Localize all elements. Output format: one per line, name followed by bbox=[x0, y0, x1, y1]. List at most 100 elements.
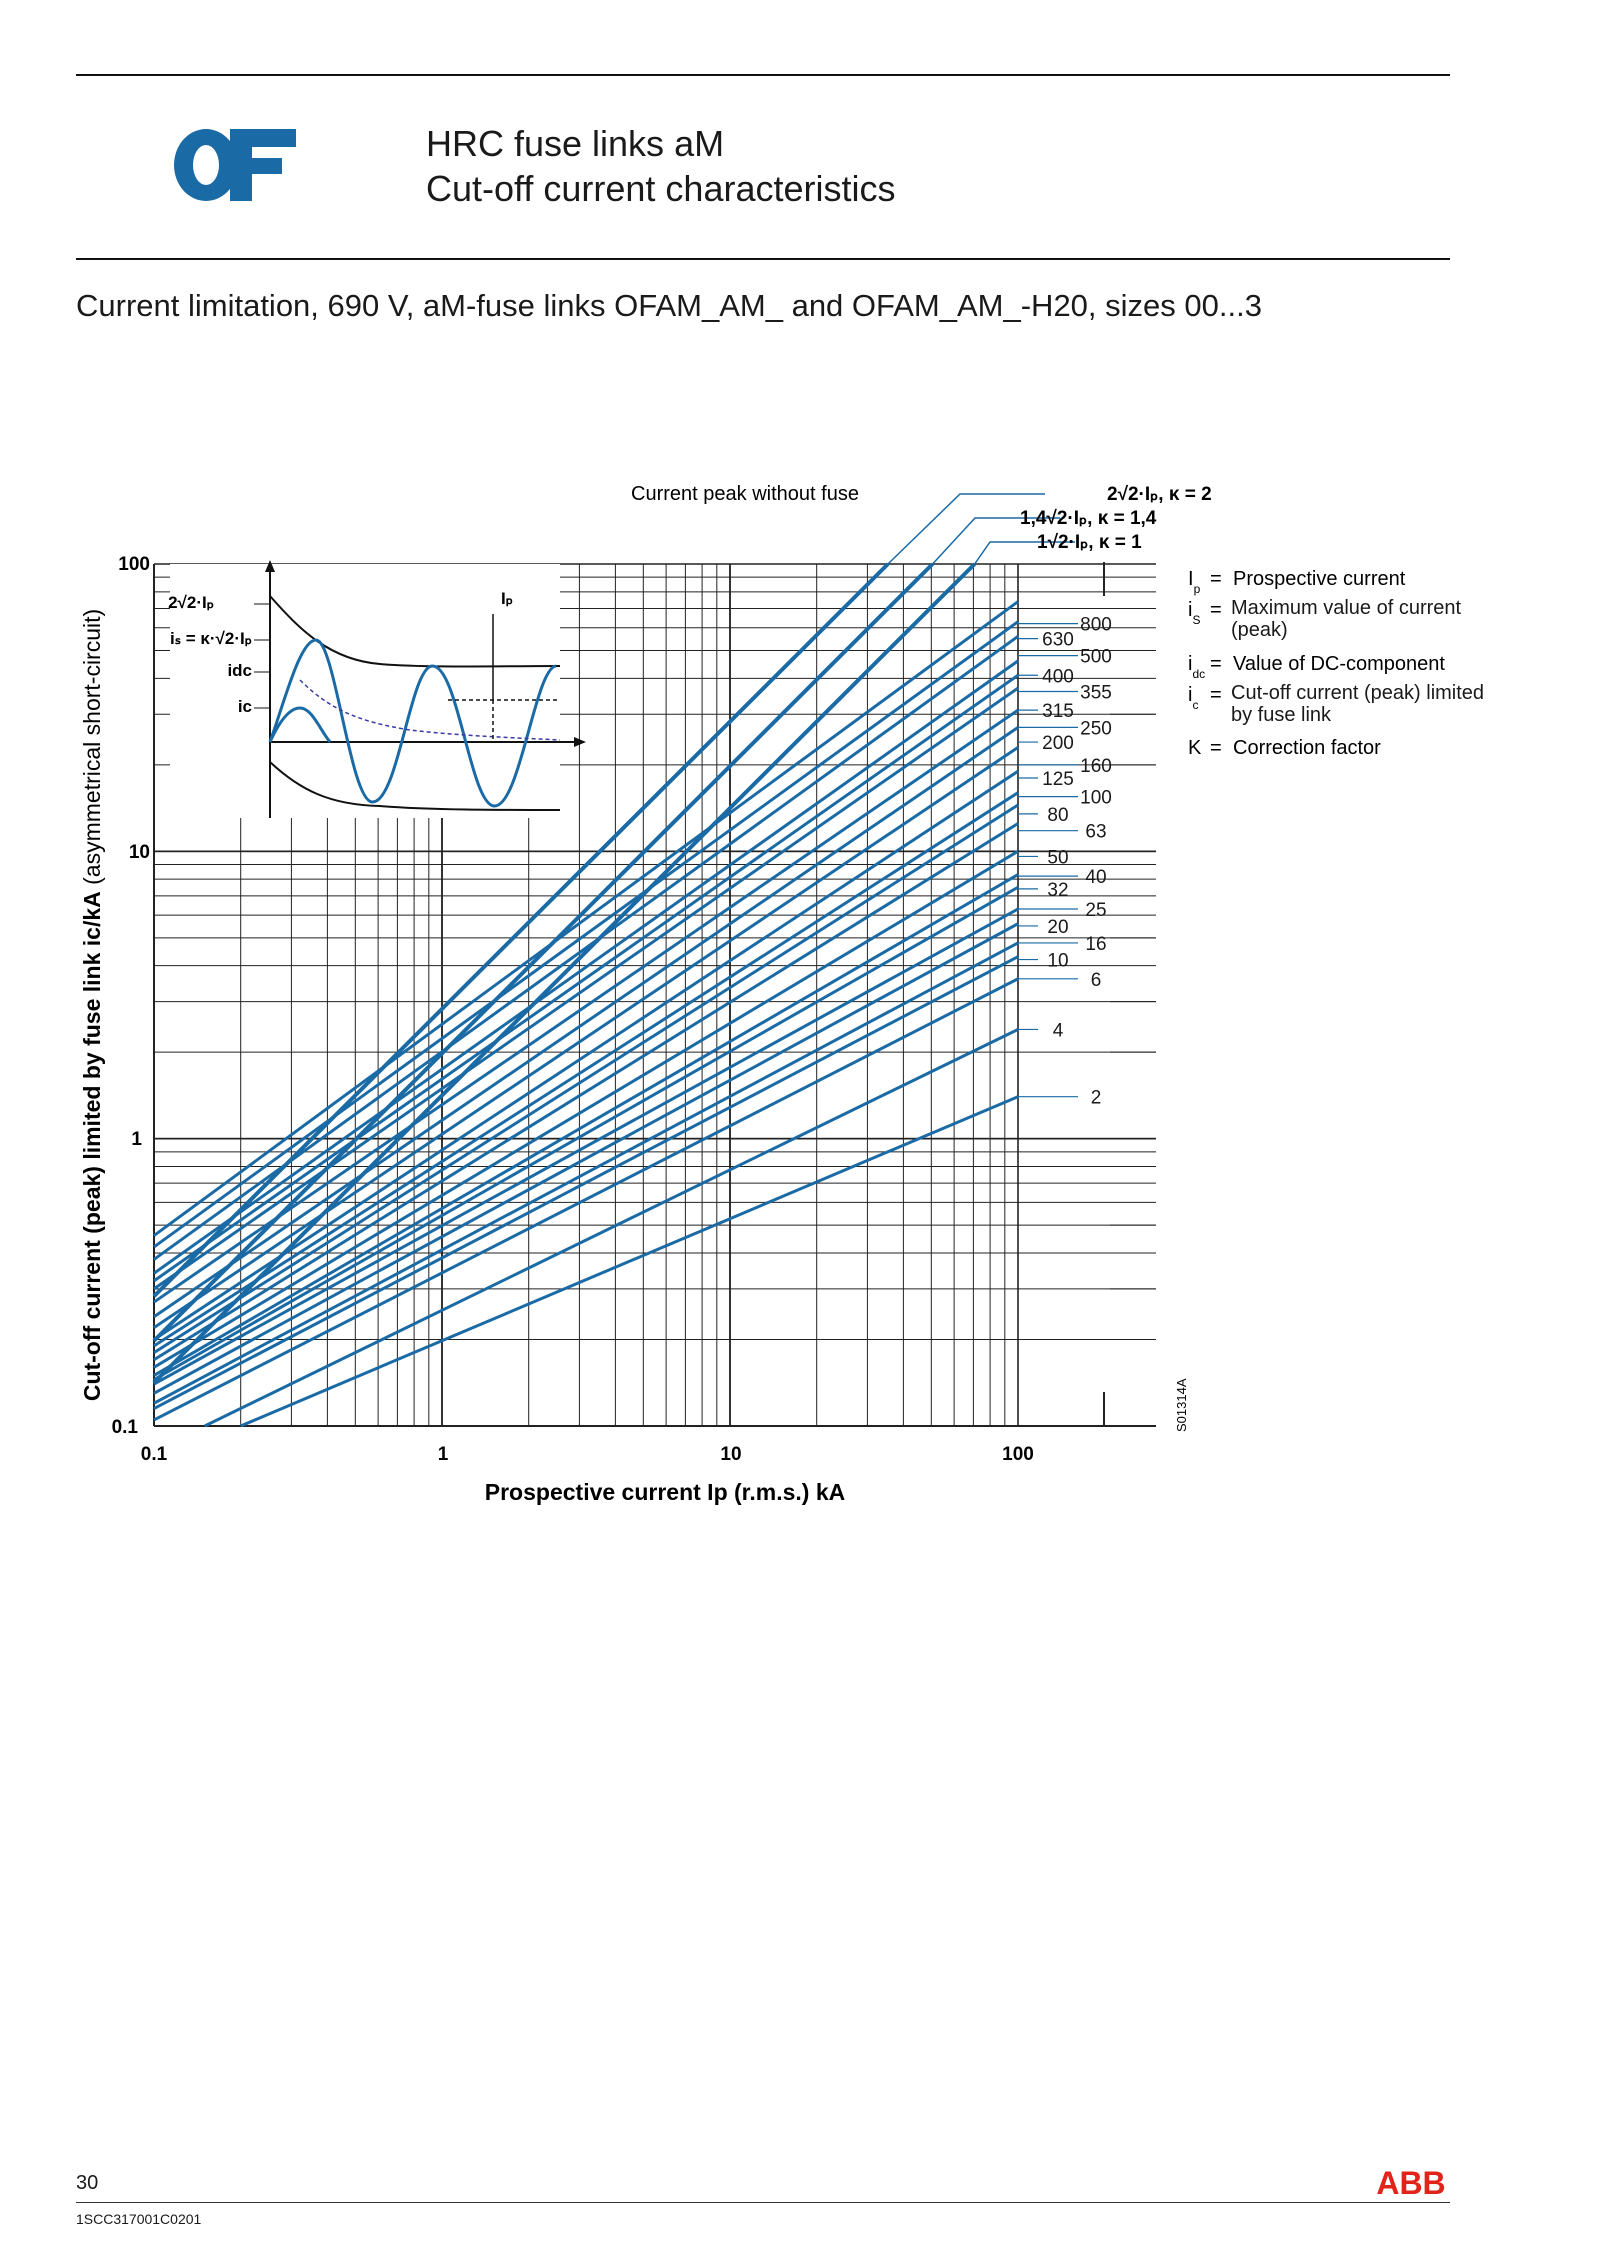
legend-text-ic: Cut-off current (peak) limited by fuse l… bbox=[1231, 682, 1485, 726]
svg-text:=: = bbox=[1210, 568, 1222, 590]
y-axis-label-normal: (asymmetrical short-circuit) bbox=[79, 609, 105, 885]
series-label-63: 63 bbox=[1085, 822, 1106, 843]
page-number: 30 bbox=[76, 2172, 99, 2194]
series-line-400 bbox=[153, 659, 1019, 1275]
inset-cutoff-wave bbox=[268, 706, 332, 743]
svg-text:=: = bbox=[1210, 653, 1222, 675]
series-line-40 bbox=[153, 873, 1019, 1377]
chart-legend: Ip = Prospective current iS = Maximum va… bbox=[1188, 568, 1485, 759]
x-tick-0.1: 0.1 bbox=[141, 1444, 168, 1465]
of-logo bbox=[174, 129, 296, 201]
y-axis-label-bold: Cut-off current (peak) limited by fuse l… bbox=[79, 891, 105, 1401]
series-label-160: 160 bbox=[1080, 756, 1112, 777]
section-subtitle: Current limitation, 690 V, aM-fuse links… bbox=[76, 288, 1262, 323]
series-label-32: 32 bbox=[1047, 880, 1068, 901]
header-top-rule bbox=[76, 74, 1450, 76]
series-line-50 bbox=[153, 850, 1019, 1369]
series-label-355: 355 bbox=[1080, 682, 1112, 703]
inset-label-idc: idc bbox=[227, 661, 252, 680]
header-bottom-rule bbox=[76, 258, 1450, 260]
footer-rule bbox=[76, 2202, 1450, 2203]
series-label-800: 800 bbox=[1080, 615, 1112, 636]
series-line-355 bbox=[153, 674, 1019, 1283]
svg-text:Correction factor: Correction factor bbox=[1233, 737, 1381, 759]
series-line-500 bbox=[153, 635, 1019, 1261]
chart-series bbox=[153, 600, 1019, 1428]
y-axis-label: Cut-off current (peak) limited by fuse l… bbox=[79, 609, 105, 1401]
inset-lower-envelope bbox=[269, 761, 561, 811]
series-line-160 bbox=[153, 746, 1019, 1329]
legend-text-is: Maximum value of current (peak) bbox=[1231, 597, 1462, 641]
peak-label-k14: 1,4√2·Iₚ, κ = 1,4 bbox=[1020, 508, 1157, 529]
series-line-16 bbox=[153, 941, 1019, 1405]
series-label-250: 250 bbox=[1080, 718, 1112, 739]
peak-label-k2: 2√2·Iₚ, κ = 2 bbox=[1107, 484, 1212, 505]
svg-text:Prospective current: Prospective current bbox=[1233, 568, 1406, 590]
series-label-10: 10 bbox=[1047, 951, 1068, 972]
series-line-10 bbox=[153, 955, 1019, 1410]
cut-off-current-chart: 8006305004003553152502001601251008063504… bbox=[79, 483, 1485, 1505]
page-title-line1: HRC fuse links aM bbox=[426, 123, 725, 164]
inset-label-ip: Iₚ bbox=[501, 589, 513, 608]
chart-peak-lines bbox=[152, 493, 1075, 1385]
legend-item-idc: idc = Value of DC-component bbox=[1188, 653, 1445, 681]
inset-label-is: iₛ = κ·√2·Iₚ bbox=[170, 629, 252, 648]
x-axis-label: Prospective current Ip (r.m.s.) kA bbox=[485, 1479, 845, 1505]
inset-current-wave bbox=[268, 638, 557, 808]
series-line-32 bbox=[153, 885, 1019, 1381]
series-label-6: 6 bbox=[1091, 970, 1102, 991]
series-label-25: 25 bbox=[1085, 900, 1106, 921]
y-tick-100: 100 bbox=[118, 554, 150, 575]
svg-text:iS: iS bbox=[1188, 599, 1200, 627]
inset-label-ic: ic bbox=[238, 697, 252, 716]
svg-text:idc: idc bbox=[1188, 653, 1205, 681]
legend-item-ic: ic = Cut-off current (peak) limited by f… bbox=[1188, 682, 1485, 726]
svg-text:=: = bbox=[1210, 599, 1222, 621]
series-label-400: 400 bbox=[1042, 666, 1074, 687]
legend-item-is: iS = Maximum value of current (peak) bbox=[1188, 597, 1462, 641]
peak-label-k1: 1√2·Iₚ, κ = 1 bbox=[1037, 532, 1142, 553]
inset-upper-envelope bbox=[269, 595, 561, 668]
series-line-63 bbox=[153, 822, 1019, 1362]
series-label-200: 200 bbox=[1042, 733, 1074, 754]
x-tick-10: 10 bbox=[720, 1444, 741, 1465]
series-line-2 bbox=[240, 1095, 1019, 1428]
svg-text:=: = bbox=[1210, 684, 1222, 706]
document-id: 1SCC317001C0201 bbox=[76, 2211, 202, 2227]
series-line-125 bbox=[153, 769, 1019, 1341]
y-tick-0.1: 0.1 bbox=[112, 1417, 139, 1438]
legend-item-k: K = Correction factor bbox=[1188, 737, 1381, 759]
series-line-20 bbox=[153, 922, 1019, 1395]
series-line-4 bbox=[204, 1028, 1019, 1428]
svg-text:ABB: ABB bbox=[1376, 2166, 1445, 2198]
series-line-200 bbox=[153, 726, 1019, 1318]
svg-text:Value of DC-component: Value of DC-component bbox=[1233, 653, 1445, 675]
peak-leader-1 bbox=[932, 517, 1060, 565]
svg-text:S01314A: S01314A bbox=[1174, 1378, 1189, 1432]
series-label-315: 315 bbox=[1042, 701, 1074, 722]
annotation-current-peak: Current peak without fuse bbox=[631, 483, 859, 505]
peak-leader-0 bbox=[887, 493, 1045, 565]
chart-series-labels: 800 630 500 400 355 315 250 200 160 125 100 80 63 50 4… bbox=[1018, 615, 1112, 1109]
series-label-50: 50 bbox=[1047, 847, 1068, 868]
series-label-16: 16 bbox=[1085, 934, 1106, 955]
peak-line-1 bbox=[152, 562, 934, 1343]
inset-dc-component bbox=[299, 679, 561, 741]
page-title-line2: Cut-off current characteristics bbox=[426, 168, 896, 209]
chart-right-tick-marks bbox=[1103, 562, 1156, 1427]
series-line-250 bbox=[153, 708, 1019, 1304]
series-label-20: 20 bbox=[1047, 917, 1068, 938]
peak-line-2 bbox=[152, 562, 977, 1385]
series-label-125: 125 bbox=[1042, 769, 1074, 790]
abb-logo: ABB bbox=[1376, 2166, 1445, 2198]
series-label-2: 2 bbox=[1091, 1088, 1102, 1109]
inset-label-2sqrt2ip: 2√2·Iₚ bbox=[168, 593, 214, 612]
series-line-630 bbox=[153, 620, 1019, 1249]
legend-item-ip: Ip = Prospective current bbox=[1188, 568, 1406, 596]
inset-diagram: 2√2·Iₚ iₛ = κ·√2·Iₚ idc ic Iₚ bbox=[168, 560, 586, 818]
svg-text:=: = bbox=[1210, 737, 1222, 759]
series-line-25 bbox=[153, 907, 1019, 1386]
drawing-id: S01314A bbox=[1174, 1378, 1189, 1432]
series-label-500: 500 bbox=[1080, 647, 1112, 668]
x-tick-1: 1 bbox=[438, 1444, 449, 1465]
